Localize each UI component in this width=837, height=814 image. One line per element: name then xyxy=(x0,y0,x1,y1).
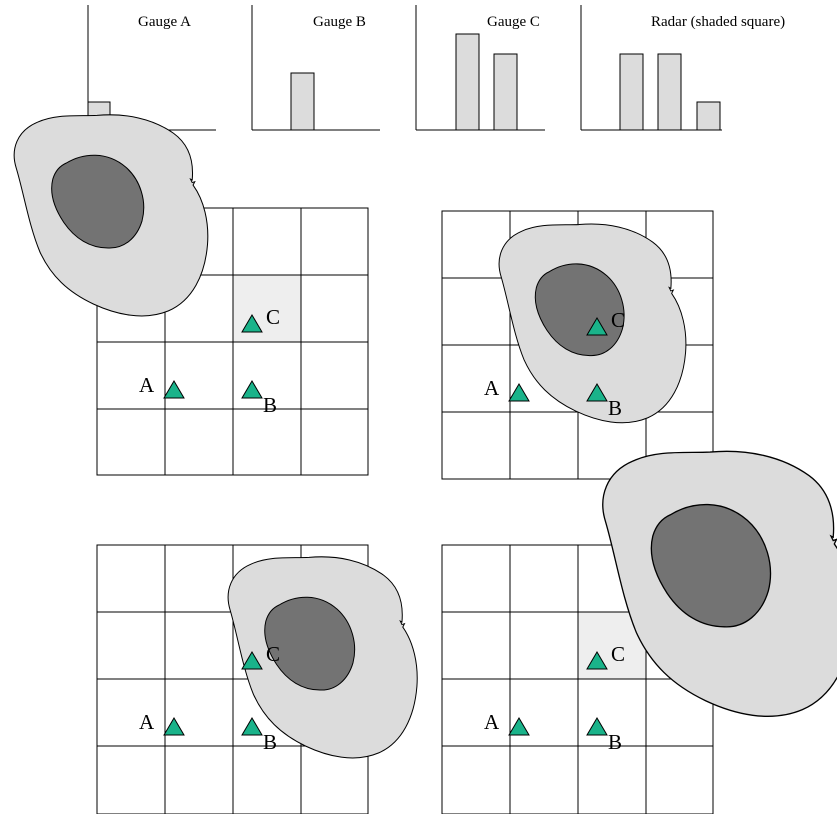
green-triangle-icon xyxy=(241,380,263,399)
gauge-label-b: B xyxy=(263,393,277,417)
panel-title: Gauge A xyxy=(138,14,191,30)
green-triangle-icon xyxy=(586,717,608,736)
gauge-label-c: C xyxy=(611,642,625,666)
gauge-b: B xyxy=(586,383,622,420)
gauge-label-a: A xyxy=(139,373,155,397)
gauge-a: A xyxy=(139,373,185,399)
gauge-label-a: A xyxy=(484,376,500,400)
map-panel-2: A B C xyxy=(441,210,714,480)
gauge-label-c: C xyxy=(266,642,280,666)
gauge-c: C xyxy=(241,305,280,333)
green-triangle-icon xyxy=(508,383,530,402)
gauge-c: C xyxy=(241,642,280,670)
panel-gauge-a: Gauge A xyxy=(87,5,216,131)
bar xyxy=(493,53,518,131)
gauge-label-b: B xyxy=(263,730,277,754)
panel-radar: Radar (shaded square) xyxy=(580,5,785,131)
panel-gauge-c: Gauge C xyxy=(415,5,545,131)
gauge-b: B xyxy=(586,717,622,754)
gauge-label-a: A xyxy=(139,710,155,734)
gauge-c: C xyxy=(586,642,625,670)
panel-gauge-b: Gauge B xyxy=(251,5,380,131)
bar xyxy=(657,53,682,131)
green-triangle-icon xyxy=(241,717,263,736)
gauge-label-c: C xyxy=(266,305,280,329)
panel-title: Gauge C xyxy=(487,14,540,30)
bar xyxy=(455,33,480,131)
gauge-a: A xyxy=(139,710,185,736)
gauge-b: B xyxy=(241,717,277,754)
bar-panels: Gauge A Gauge B Gauge C Radar (shaded sq… xyxy=(87,5,785,131)
gauge-b: B xyxy=(241,380,277,417)
bar xyxy=(290,72,315,131)
storm-cloud xyxy=(13,114,209,317)
gauge-label-c: C xyxy=(611,308,625,332)
map-panel-3: A B C xyxy=(96,544,418,814)
gauge-label-b: B xyxy=(608,396,622,420)
map-panel-4: A B C xyxy=(441,450,837,814)
green-triangle-icon xyxy=(163,380,185,399)
gauge-label-a: A xyxy=(484,710,500,734)
map-panel-1: A B C xyxy=(13,114,369,476)
panel-title: Radar (shaded square) xyxy=(651,14,785,30)
green-triangle-icon xyxy=(163,717,185,736)
gauge-label-b: B xyxy=(608,730,622,754)
gauge-a: A xyxy=(484,710,530,736)
gauge-a: A xyxy=(484,376,530,402)
gauge-c: C xyxy=(586,308,625,336)
green-triangle-icon xyxy=(508,717,530,736)
bar xyxy=(619,53,644,131)
bar xyxy=(696,101,721,131)
panel-title: Gauge B xyxy=(313,14,366,30)
